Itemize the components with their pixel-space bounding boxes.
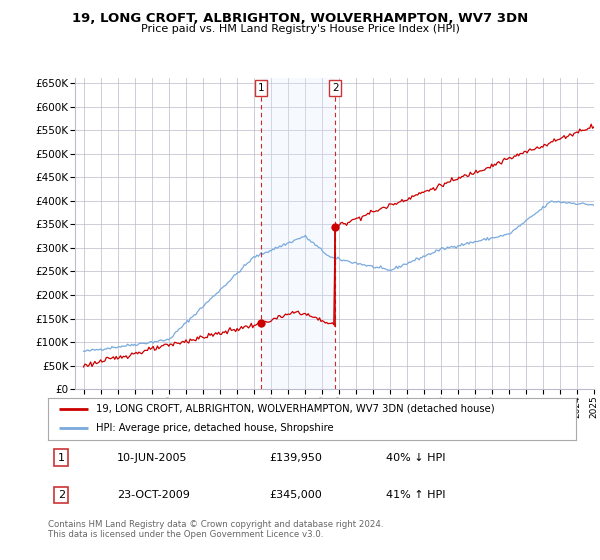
Text: 41% ↑ HPI: 41% ↑ HPI	[386, 490, 445, 500]
Text: 19, LONG CROFT, ALBRIGHTON, WOLVERHAMPTON, WV7 3DN: 19, LONG CROFT, ALBRIGHTON, WOLVERHAMPTO…	[72, 12, 528, 25]
Text: Price paid vs. HM Land Registry's House Price Index (HPI): Price paid vs. HM Land Registry's House …	[140, 24, 460, 34]
Text: 40% ↓ HPI: 40% ↓ HPI	[386, 453, 445, 463]
Bar	[261, 78, 335, 389]
Text: 19, LONG CROFT, ALBRIGHTON, WOLVERHAMPTON, WV7 3DN (detached house): 19, LONG CROFT, ALBRIGHTON, WOLVERHAMPTO…	[95, 404, 494, 414]
Text: £139,950: £139,950	[270, 453, 323, 463]
Text: Contains HM Land Registry data © Crown copyright and database right 2024.
This d: Contains HM Land Registry data © Crown c…	[48, 520, 383, 539]
Text: 2: 2	[58, 490, 65, 500]
Text: 10-JUN-2005: 10-JUN-2005	[116, 453, 187, 463]
Text: 23-OCT-2009: 23-OCT-2009	[116, 490, 190, 500]
Text: HPI: Average price, detached house, Shropshire: HPI: Average price, detached house, Shro…	[95, 423, 333, 433]
Text: 1: 1	[258, 83, 265, 93]
Text: 2: 2	[332, 83, 338, 93]
Text: £345,000: £345,000	[270, 490, 323, 500]
Text: 1: 1	[58, 453, 65, 463]
